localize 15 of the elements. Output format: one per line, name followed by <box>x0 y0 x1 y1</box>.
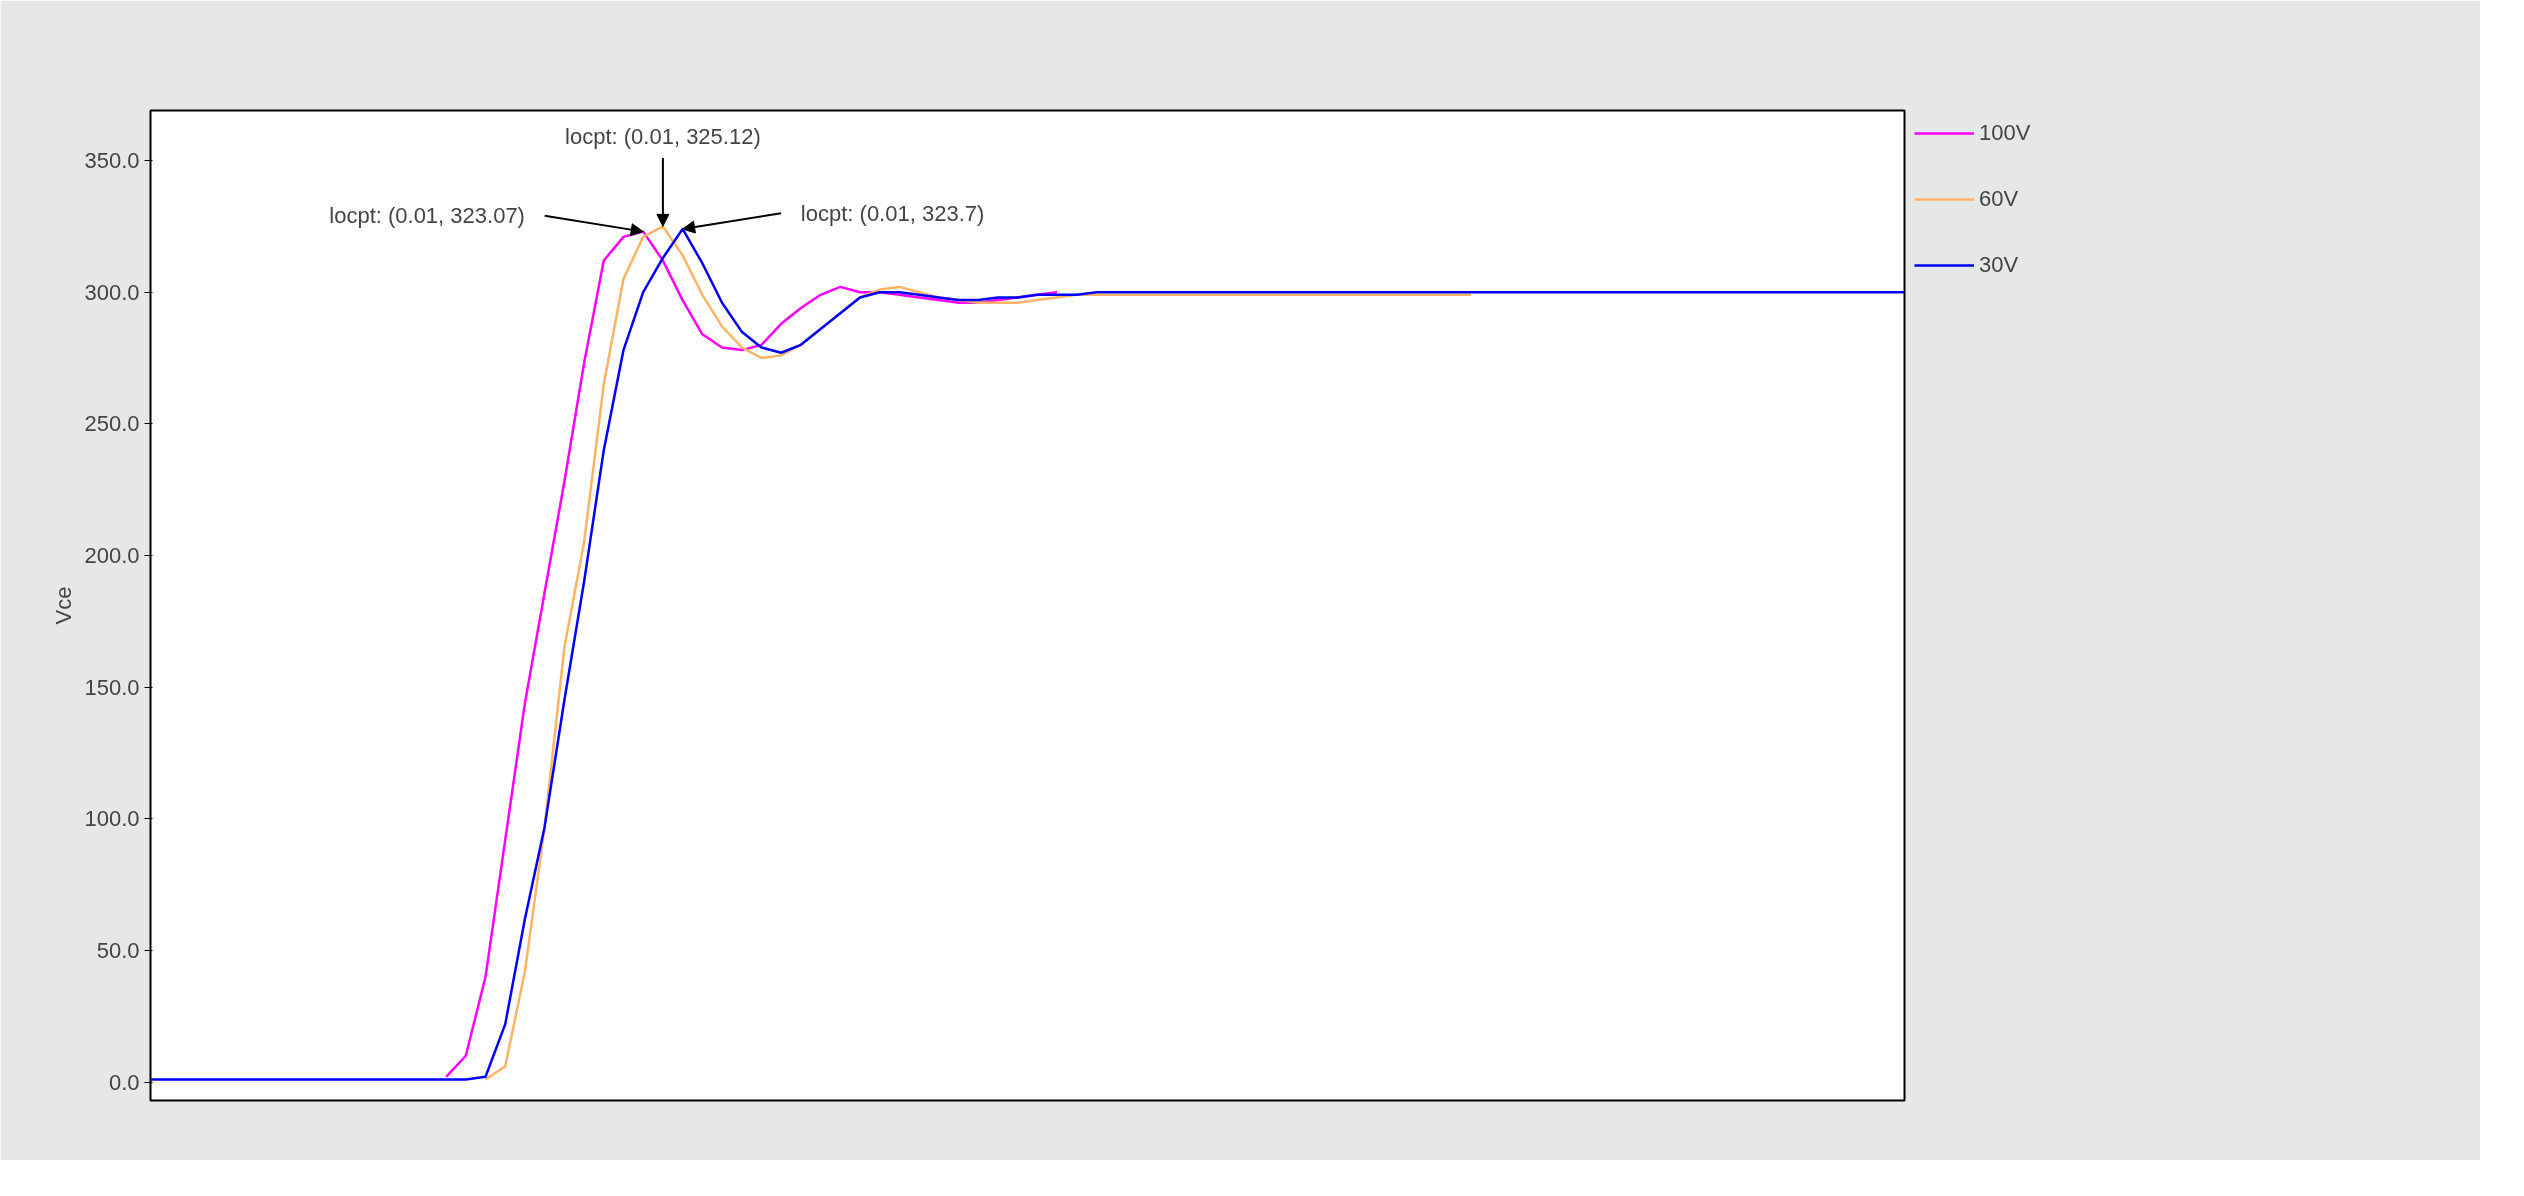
annotation: locpt: (0.01, 323.7) <box>800 200 985 226</box>
y-tick-label: 100.0 <box>84 806 140 832</box>
annotation: locpt: (0.01, 323.07) <box>329 203 525 229</box>
legend-label: 60V <box>1979 186 2019 212</box>
y-tick-label: 150.0 <box>84 674 140 700</box>
y-tick-label: 250.0 <box>84 411 140 437</box>
legend-label: 100V <box>1979 120 2031 146</box>
y-axis-title: Vce <box>51 586 77 625</box>
y-tick-label: 200.0 <box>84 542 140 568</box>
legend-label: 30V <box>1979 252 2019 278</box>
y-tick-label: 350.0 <box>84 148 140 174</box>
y-tick-label: 50.0 <box>96 937 140 963</box>
y-tick-label: 0.0 <box>108 1069 140 1095</box>
y-tick-label: 300.0 <box>84 279 140 305</box>
annotation: locpt: (0.01, 325.12) <box>565 124 761 150</box>
